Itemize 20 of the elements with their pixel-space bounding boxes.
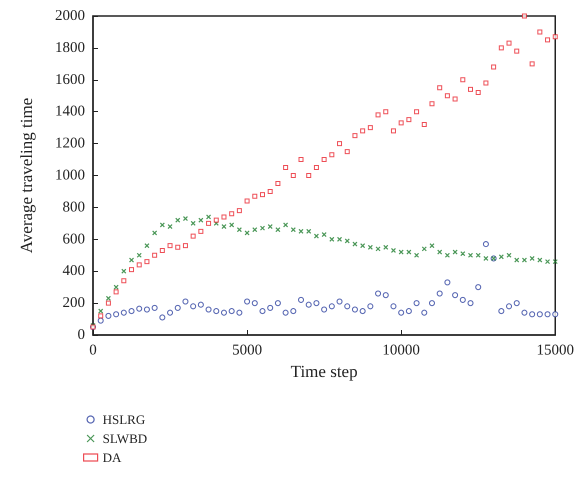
- y-tick-label: 200: [62, 295, 85, 312]
- x-tick-label: 0: [89, 342, 97, 358]
- y-tick-label: 600: [62, 231, 85, 248]
- y-tick-label: 0: [78, 327, 85, 343]
- legend-label: DA: [102, 450, 122, 465]
- y-tick-label: 400: [62, 263, 85, 280]
- x-tick-label: 15000: [536, 342, 574, 358]
- x-tick-label: 10000: [382, 342, 420, 358]
- y-tick-label: 1400: [55, 104, 85, 120]
- x-tick-label: 5000: [232, 342, 262, 358]
- y-tick-label: 800: [62, 199, 85, 216]
- x-axis-title: Time step: [290, 362, 358, 381]
- y-tick-label: 1600: [55, 72, 85, 88]
- y-tick-label: 1800: [55, 40, 85, 56]
- y-tick-label: 2000: [55, 8, 85, 24]
- y-tick-label: 1200: [55, 136, 85, 152]
- legend-label: HSLRG: [102, 412, 146, 427]
- y-axis-title: Average traveling time: [17, 98, 36, 254]
- y-tick-label: 1000: [55, 168, 85, 184]
- legend-label: SLWBD: [102, 431, 148, 446]
